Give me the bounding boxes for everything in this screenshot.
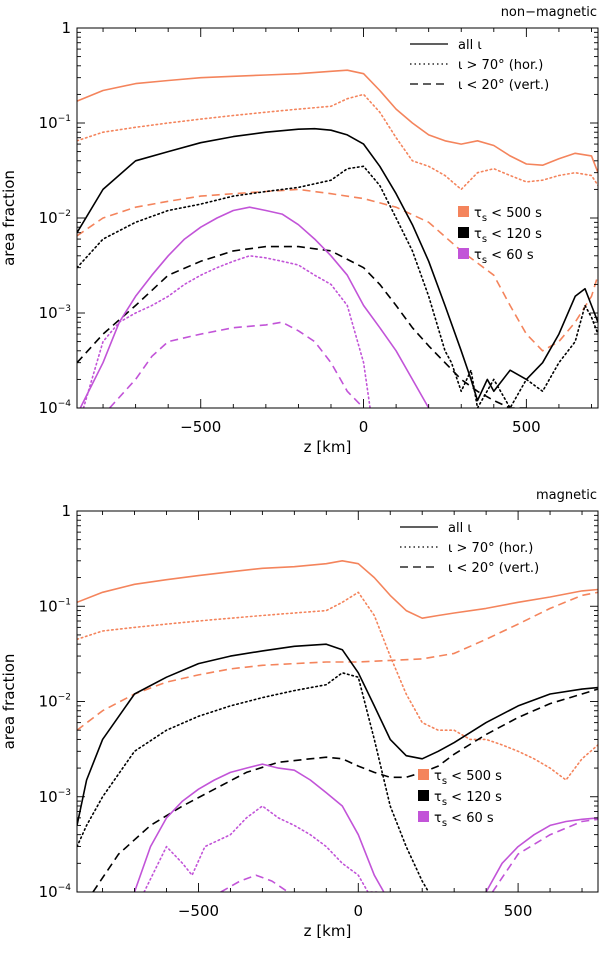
p1-xtick-label-2: 500	[512, 418, 541, 436]
p1-ytick-label-0: 1	[61, 19, 71, 37]
p1-legend-style-label-0: all ι	[458, 38, 482, 53]
p2-series-0	[77, 560, 598, 619]
p1-ytick-label-4: 10−4	[39, 399, 72, 417]
p1-legend-style-label-2: ι < 20° (vert.)	[458, 78, 549, 93]
p2-legend-color-label-2: τs < 60 s	[434, 811, 494, 829]
p2-series-8	[143, 805, 379, 892]
p1-legend-color-swatch-0	[458, 206, 469, 217]
p2-series-4	[77, 672, 430, 892]
p2-series-1	[77, 591, 598, 781]
p2-series-5	[92, 688, 598, 892]
p2-series-3	[77, 643, 598, 826]
p2-ytick-label-0: 1	[61, 502, 71, 520]
p1-legend-color-label-1: τs < 120 s	[474, 227, 542, 245]
p2-panel-title: magnetic	[536, 488, 597, 503]
p2-series-6	[133, 763, 385, 892]
p1-ytick-label-1: 10−1	[39, 114, 71, 132]
p2-ytick-label-3: 10−3	[39, 788, 71, 806]
p1-legend-color-swatch-1	[458, 227, 469, 238]
p2-ytick-label-4: 10−4	[39, 883, 72, 901]
p2-legend-color-swatch-1	[418, 790, 429, 801]
p1-series-4	[77, 165, 598, 408]
p1-series-5	[77, 245, 527, 408]
p1-x-axis-label: z [km]	[304, 438, 352, 456]
p1-legend-color-swatch-2	[458, 248, 469, 259]
p2-legend-color-label-0: τs < 500 s	[434, 769, 502, 787]
p2-ytick-label-1: 10−1	[39, 597, 71, 615]
p2-series-group	[77, 560, 598, 892]
p2-y-axis-label: area fraction	[0, 654, 18, 750]
p2-legend-style-label-0: all ι	[448, 521, 472, 536]
p2-panel: 1 10−1 10−2 10−3 10−4 −500 0 500 z [km] area frac…	[0, 488, 599, 940]
p2-legend-color-label-1: τs < 120 s	[434, 790, 502, 808]
p1-series-3	[77, 127, 598, 402]
p2-legend-color-swatch-0	[418, 769, 429, 780]
p1-y-axis-label: area fraction	[0, 170, 18, 266]
p1-series-0	[77, 69, 598, 173]
p1-panel: 1 10−1 10−2 10−3 10−4 −500 0 500 z [km] area frac…	[0, 5, 599, 456]
p1-legend-style-label-1: ι > 70° (hor.)	[458, 58, 543, 73]
p1-series-7	[82, 255, 371, 408]
p1-series-6	[79, 206, 430, 408]
p1-series-1	[77, 93, 598, 191]
p1-ytick-label-3: 10−3	[39, 304, 71, 322]
p2-legend-style-label-2: ι < 20° (vert.)	[448, 561, 539, 576]
p2-legend-color-swatch-2	[418, 811, 429, 822]
p1-xtick-label-1: 0	[359, 418, 369, 436]
p1-series-8	[109, 321, 365, 408]
p1-legend-color-label-2: τs < 60 s	[474, 248, 534, 266]
p1-series-group	[77, 69, 598, 408]
p2-xtick-label-0: −500	[178, 902, 219, 920]
p2-series-2	[77, 591, 598, 731]
p2-xtick-label-1: 0	[354, 902, 364, 920]
p1-xtick-label-0: −500	[180, 418, 221, 436]
p2-series-9	[220, 874, 289, 892]
p1-legend-color-label-0: τs < 500 s	[474, 206, 542, 224]
p2-x-axis-label: z [km]	[304, 922, 352, 940]
p1-ytick-label-2: 10−2	[39, 209, 71, 227]
p2-series-10	[491, 818, 598, 892]
p2-series-7	[485, 817, 598, 892]
p1-panel-title: non−magnetic	[501, 5, 597, 20]
p2-legend-style-label-1: ι > 70° (hor.)	[448, 541, 533, 556]
p2-ytick-label-2: 10−2	[39, 693, 71, 711]
p2-xtick-label-2: 500	[504, 902, 533, 920]
